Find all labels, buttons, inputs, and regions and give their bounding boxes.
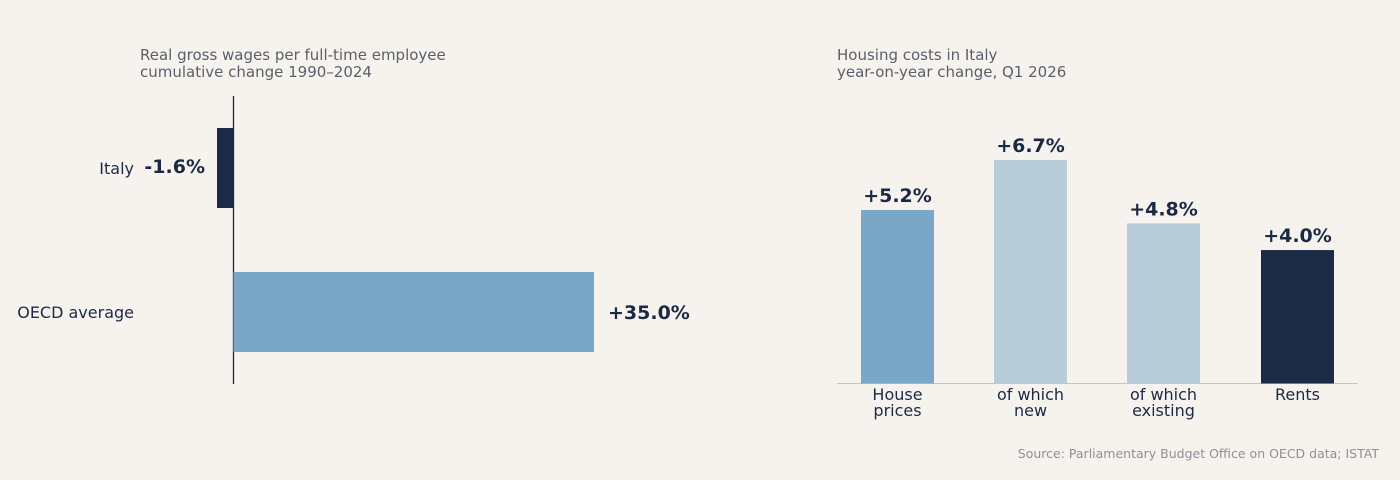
housing-title: Housing costs in Italy (837, 46, 998, 64)
housing-bar (1127, 223, 1200, 384)
housing-category-label: of which (1130, 385, 1197, 404)
housing-category-label: prices (873, 401, 921, 420)
wages-title: Real gross wages per full-time employee (140, 46, 446, 64)
housing-subtitle: year-on-year change, Q1 2026 (837, 63, 1066, 81)
housing-category-label: of which (997, 385, 1064, 404)
wages-bars: Italy -1.6% OECD average +35.0% (17, 128, 690, 352)
housing-value-label: +6.7% (996, 135, 1065, 157)
wages-bar (233, 272, 594, 352)
housing-value-label: +4.8% (1129, 198, 1198, 220)
housing-bar (994, 160, 1067, 384)
housing-category-label: existing (1132, 401, 1195, 420)
wages-chart: Real gross wages per full-time employee … (17, 46, 690, 384)
wages-category-label: Italy (99, 159, 134, 178)
housing-bar (861, 210, 934, 384)
housing-value-label: +5.2% (863, 185, 932, 207)
wages-value-label: +35.0% (608, 302, 690, 324)
housing-category-label: new (1014, 401, 1047, 420)
wages-bar (217, 128, 234, 208)
housing-chart: Housing costs in Italy year-on-year chan… (837, 46, 1358, 420)
wages-value-label: -1.6% (144, 156, 205, 178)
wages-subtitle: cumulative change 1990–2024 (140, 63, 372, 81)
wages-category-label: OECD average (17, 303, 134, 322)
housing-category-label: Rents (1275, 385, 1320, 404)
source-note: Source: Parliamentary Budget Office on O… (1018, 446, 1380, 461)
housing-value-label: +4.0% (1263, 225, 1332, 247)
housing-bar (1261, 250, 1334, 384)
housing-category-label: House (872, 385, 922, 404)
